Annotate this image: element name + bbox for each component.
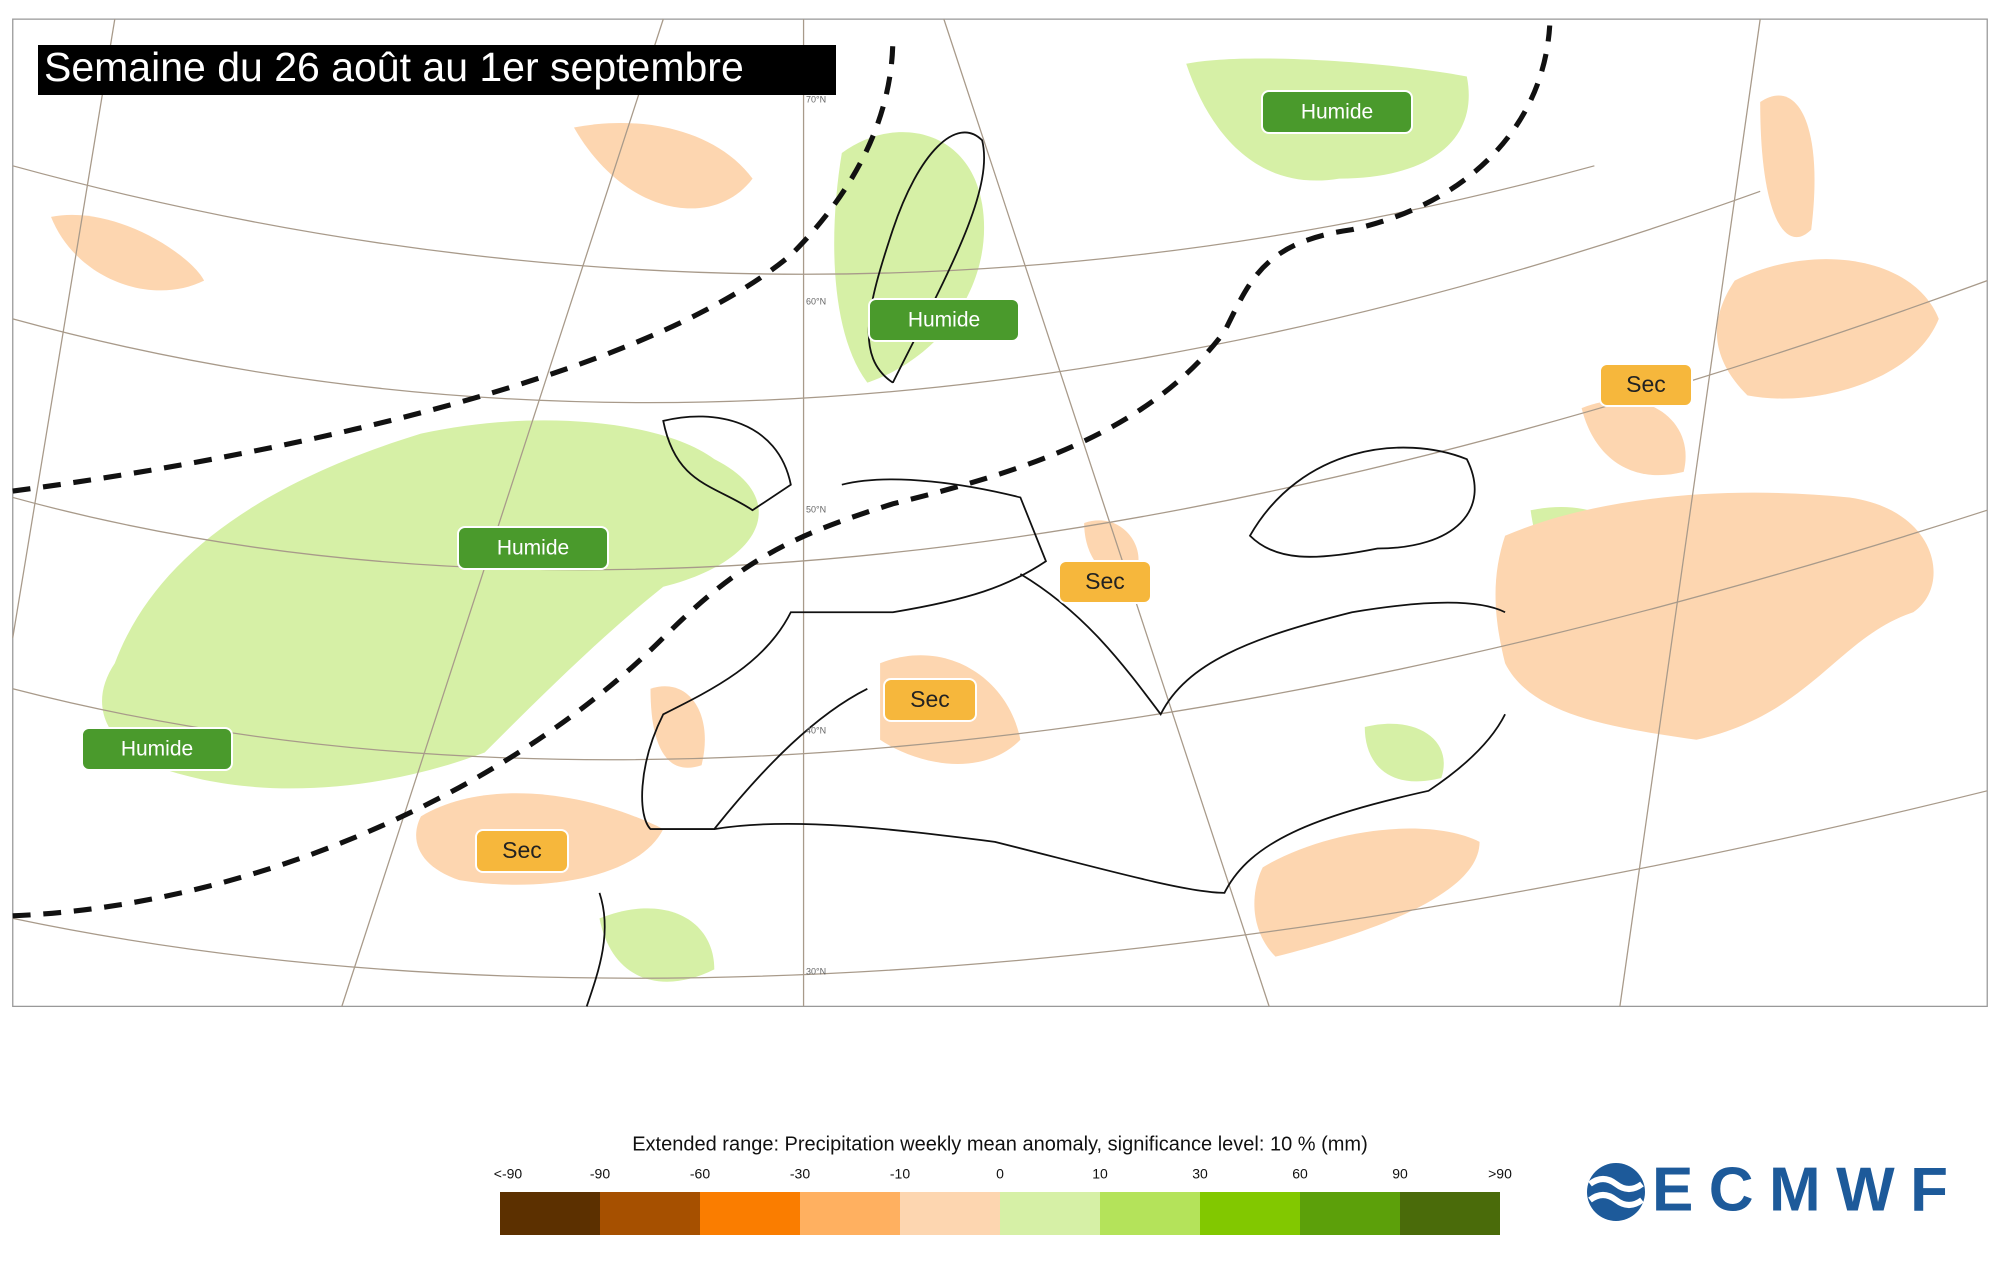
label-text: Humide — [497, 537, 569, 560]
latitude-label: 60°N — [806, 296, 826, 306]
label-box — [1261, 90, 1413, 134]
coastlines — [585, 131, 1506, 1007]
label-box — [1599, 363, 1693, 407]
region-label: Sec — [475, 829, 569, 873]
legend-tick-label: -90 — [590, 1166, 610, 1182]
logo-mark — [1587, 1163, 1645, 1221]
legend-tick-label: 30 — [1192, 1166, 1208, 1182]
legend-swatch — [1400, 1192, 1500, 1235]
title-box — [38, 45, 836, 95]
label-text: Sec — [1626, 371, 1666, 397]
latitude-labels: 70°N 60°N 50°N 40°N 30°N — [806, 94, 826, 976]
region-label: Humide — [1261, 90, 1413, 134]
legend-swatch — [1200, 1192, 1300, 1235]
legend-swatch — [800, 1192, 900, 1235]
region-label: Sec — [1599, 363, 1693, 407]
legend-tick-label: 0 — [996, 1166, 1004, 1182]
legend-tick-label: <-90 — [494, 1166, 523, 1182]
label-text: Sec — [910, 686, 950, 712]
region-label: Humide — [868, 298, 1020, 342]
legend-tick-label: >90 — [1488, 1166, 1512, 1182]
label-box — [457, 526, 609, 570]
region-label: Sec — [883, 678, 977, 722]
legend-swatch — [1300, 1192, 1400, 1235]
region-label: Humide — [457, 526, 609, 570]
label-box — [81, 727, 233, 771]
legend-tick-label: 90 — [1392, 1166, 1408, 1182]
logo: ECMWF — [1587, 1155, 1948, 1224]
label-text: Humide — [1301, 101, 1373, 124]
legend-tick-label: 60 — [1292, 1166, 1308, 1182]
logo-text: ECMWF — [1652, 1155, 1948, 1224]
label-text: Humide — [908, 309, 980, 332]
legend-swatch — [1100, 1192, 1200, 1235]
region-label: Humide — [81, 727, 233, 771]
latitude-label: 50°N — [806, 504, 826, 514]
legend-tick-label: 10 — [1092, 1166, 1108, 1182]
legend: <-90 -90 -60 -30 -10 0 10 30 60 90 >90 — [494, 1166, 1512, 1235]
title: Semaine du 26 août au 1er septembre — [44, 44, 744, 90]
latitude-label: 70°N — [806, 94, 826, 104]
legend-swatch — [500, 1192, 600, 1235]
legend-swatch — [600, 1192, 700, 1235]
latitude-label: 30°N — [806, 966, 826, 976]
legend-tick-label: -30 — [790, 1166, 810, 1182]
label-box — [883, 678, 977, 722]
legend-tick-label: -10 — [890, 1166, 910, 1182]
label-box — [868, 298, 1020, 342]
label-text: Sec — [502, 837, 542, 863]
label-box — [475, 829, 569, 873]
label-text: Sec — [1085, 568, 1125, 594]
latitude-label: 40°N — [806, 725, 826, 735]
map — [12, 18, 1988, 1008]
label-box — [1058, 560, 1152, 604]
legend-swatch — [900, 1192, 1000, 1235]
legend-title: Extended range: Precipitation weekly mea… — [632, 1133, 1368, 1155]
legend-tick-label: -60 — [690, 1166, 710, 1182]
label-text: Humide — [121, 738, 193, 761]
logo-waves — [1588, 1176, 1644, 1208]
legend-swatch — [1000, 1192, 1100, 1235]
region-label: Sec — [1058, 560, 1152, 604]
region-labels: Humide Humide Humide Humide Sec Sec Sec Sec — [81, 90, 1693, 873]
legend-swatch — [700, 1192, 800, 1235]
